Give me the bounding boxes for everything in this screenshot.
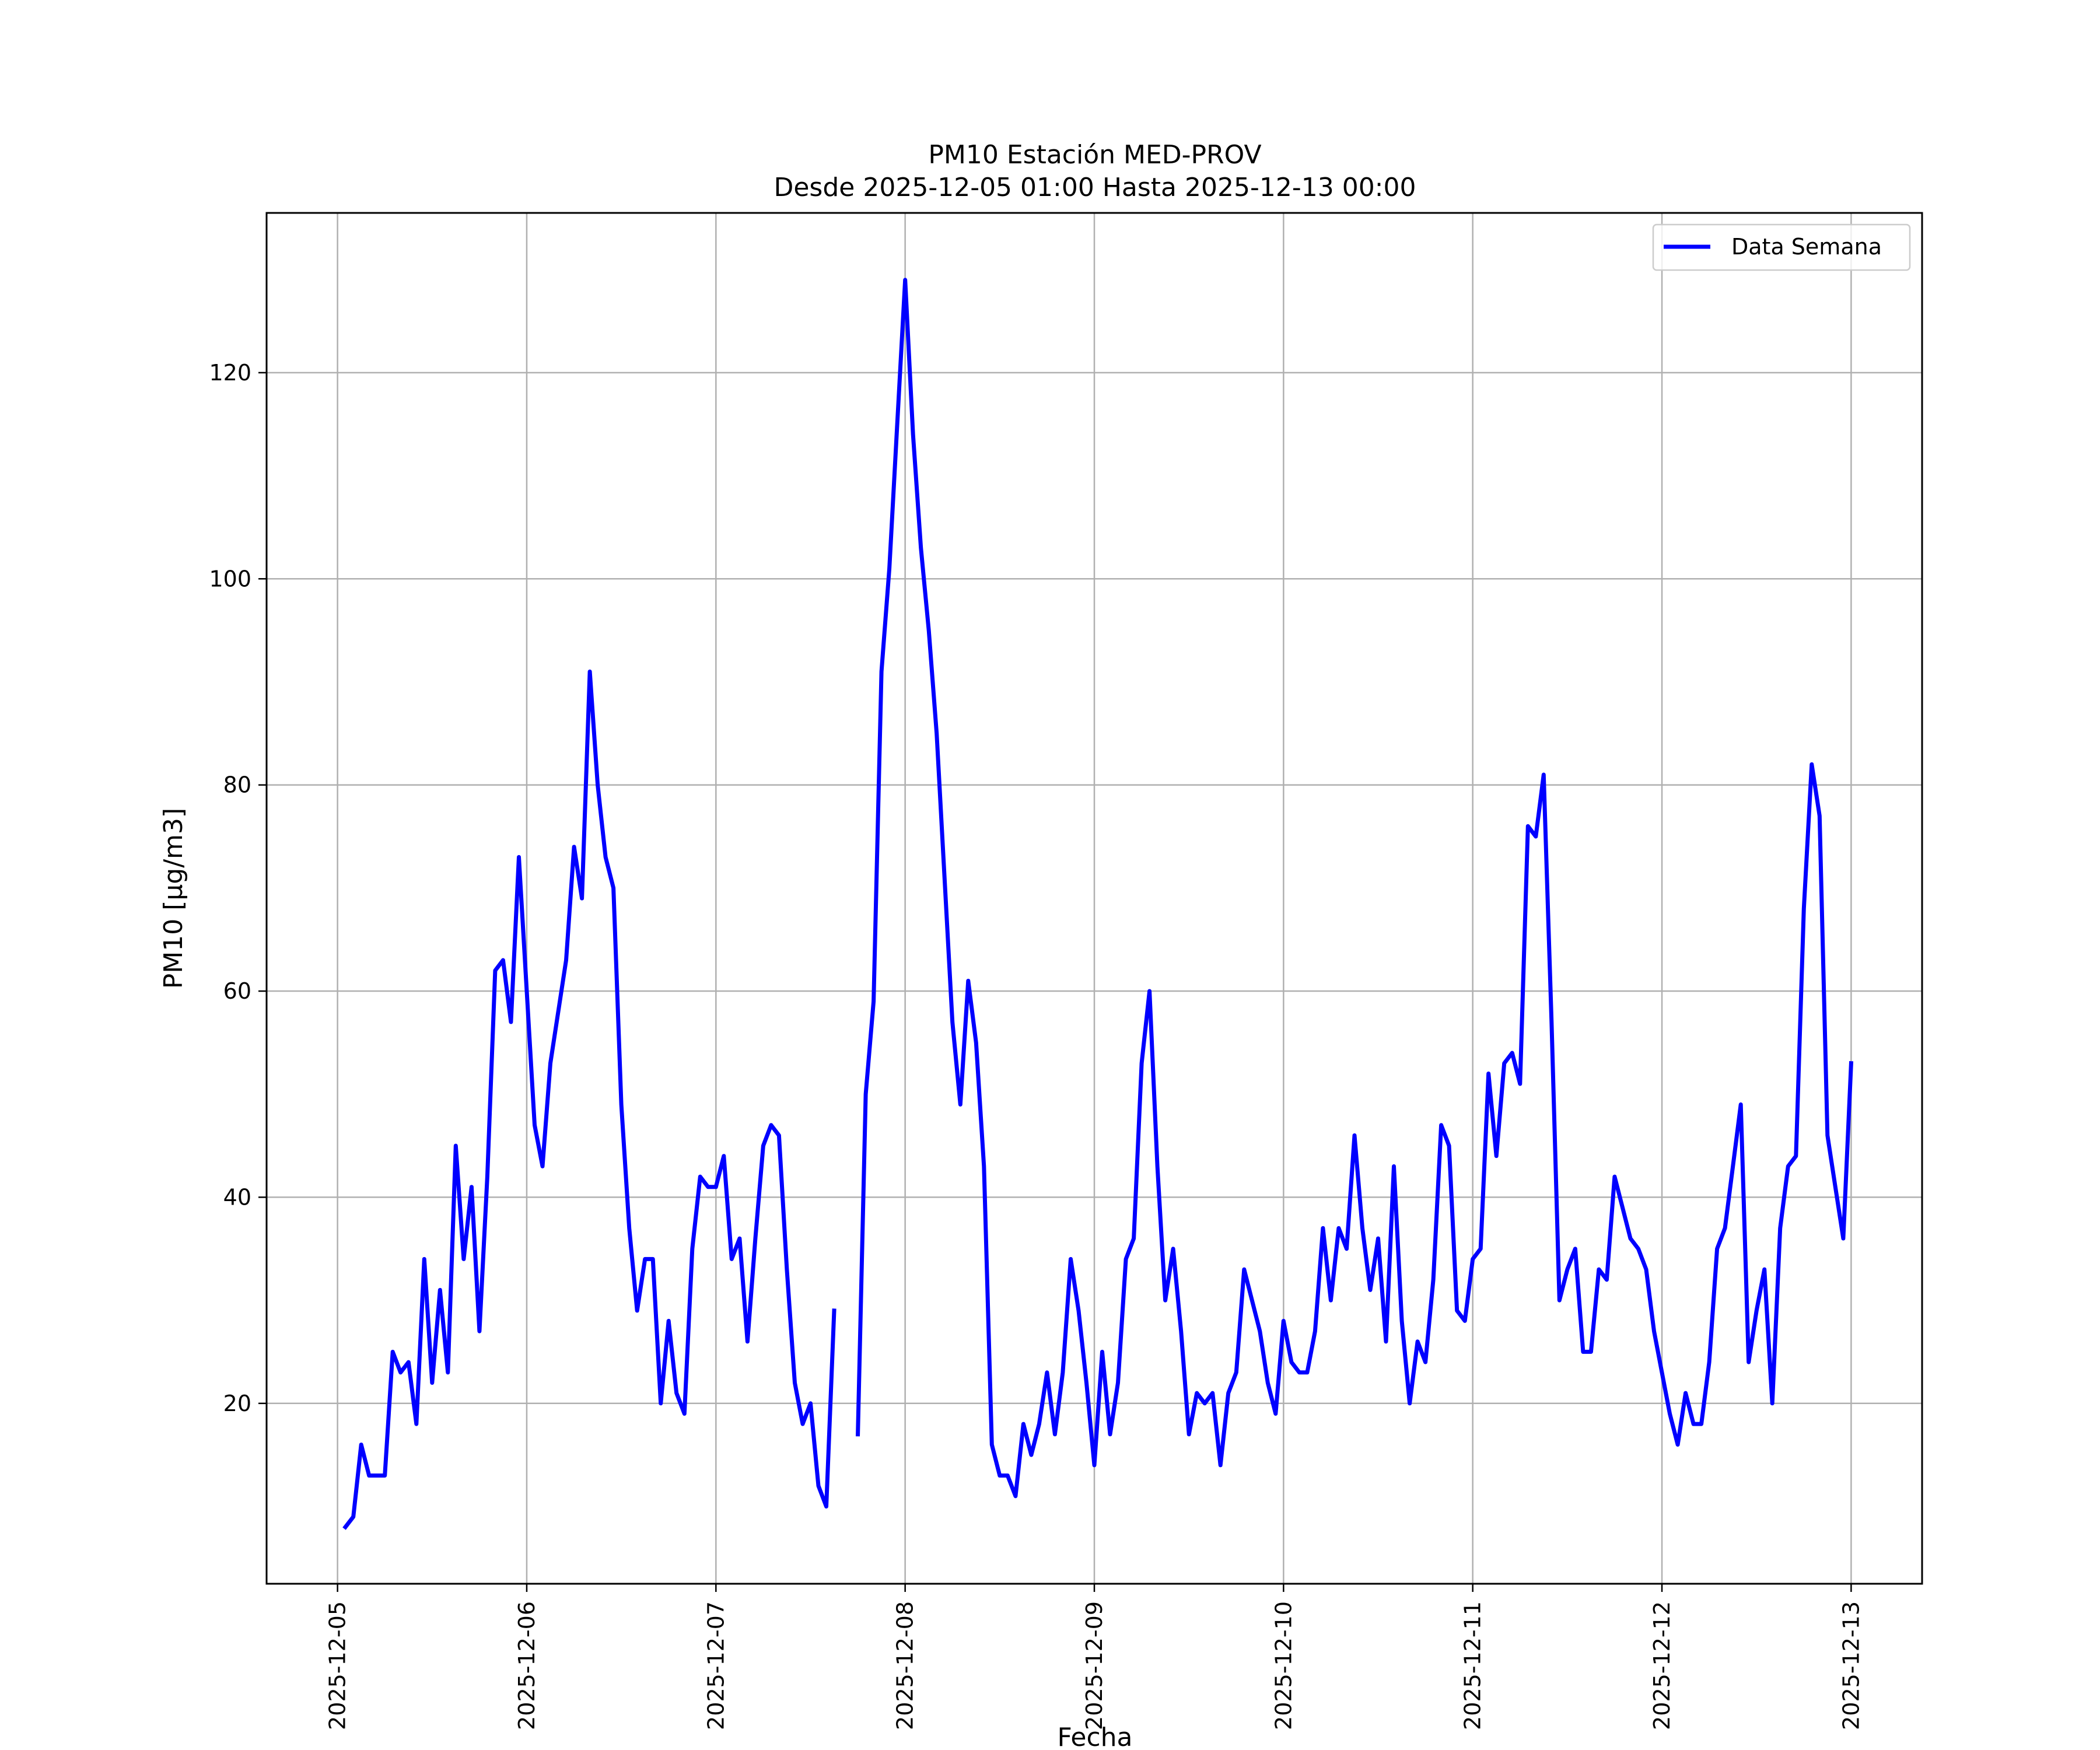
- x-tick-label: 2025-12-12: [1649, 1601, 1675, 1730]
- y-tick-label: 40: [223, 1184, 251, 1210]
- grid-layer: [267, 213, 1922, 1584]
- data-layer: [342, 278, 1854, 1530]
- chart-subtitle: Desde 2025-12-05 01:00 Hasta 2025-12-13 …: [774, 173, 1416, 202]
- y-tick-label: 20: [223, 1391, 251, 1416]
- y-tick-label: 120: [209, 360, 251, 386]
- series-line-data-semana: [342, 278, 1854, 1530]
- x-tick-label: 2025-12-11: [1460, 1601, 1486, 1730]
- plot-frame: [265, 212, 1923, 1585]
- y-tick-label: 80: [223, 772, 251, 798]
- ticks-layer: 2025-12-05 2025-12-06 2025-12-07 2025-12-08…: [209, 360, 1864, 1730]
- x-tick-label: 2025-12-13: [1838, 1601, 1864, 1730]
- x-tick-label: 2025-12-07: [703, 1601, 729, 1730]
- x-tick-label: 2025-12-10: [1270, 1601, 1296, 1730]
- x-tick-label: 2025-12-08: [892, 1601, 918, 1730]
- y-axis-label: PM10 [μg/m3]: [159, 808, 188, 989]
- x-axis-label: Fecha: [1057, 1723, 1132, 1750]
- legend-label-data-semana: Data Semana: [1731, 234, 1882, 260]
- chart-title: PM10 Estación MED-PROV: [928, 140, 1261, 170]
- legend-box: [1652, 223, 1911, 271]
- x-tick-label: 2025-12-09: [1082, 1601, 1107, 1730]
- y-tick-label: 60: [223, 978, 251, 1004]
- legend: Data Semana: [1652, 223, 1911, 271]
- x-tick-label: 2025-12-06: [514, 1601, 540, 1730]
- x-tick-label: 2025-12-05: [325, 1601, 351, 1730]
- y-tick-label: 100: [209, 566, 251, 592]
